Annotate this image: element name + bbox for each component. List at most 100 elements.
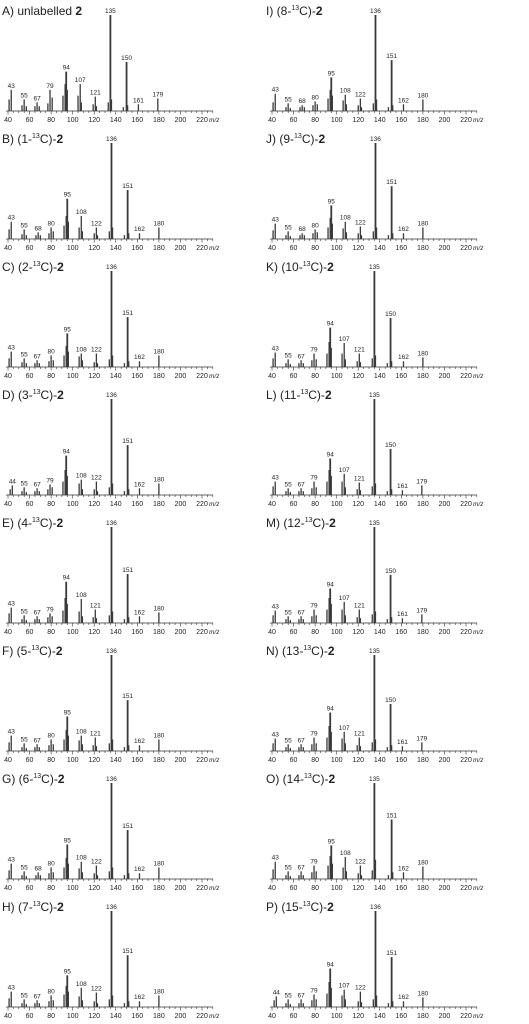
peak: [272, 102, 274, 111]
peak: [302, 1003, 304, 1007]
peak: [49, 613, 51, 623]
peak: [48, 233, 50, 239]
x-tick-label: 40: [4, 501, 12, 508]
peak: [289, 876, 291, 879]
x-tick-label: 220: [460, 501, 472, 508]
peak: [373, 527, 376, 623]
x-tick-label: 80: [47, 245, 55, 252]
peak-label: 43: [8, 215, 16, 222]
peak: [21, 105, 23, 111]
peak-label: 55: [21, 608, 29, 615]
peak-label: 179: [416, 478, 427, 485]
peak: [330, 77, 333, 111]
peak-label: 150: [121, 55, 132, 62]
peak-label: 107: [339, 983, 350, 990]
peak: [328, 342, 330, 367]
x-tick-label: 140: [110, 117, 122, 124]
x-tick-label: 140: [374, 629, 386, 636]
spectrum-panel-m: M) (12-13C)-2 40 60 80 100 120 140 160 180 200 220…: [264, 512, 524, 639]
x-tick-label: 120: [352, 245, 364, 252]
peak: [38, 747, 40, 751]
compound-number: 2: [315, 4, 323, 18]
compound-number: 2: [56, 132, 64, 146]
peak-label: 68: [299, 226, 307, 233]
x-tick-label: 100: [331, 885, 343, 892]
peak: [330, 731, 332, 751]
x-tick-label: 140: [374, 117, 386, 124]
peak: [47, 103, 49, 111]
x-tick-label: 40: [268, 1013, 276, 1020]
peak: [392, 233, 394, 239]
peak: [371, 358, 373, 367]
peak-label: 95: [64, 968, 72, 975]
peak: [343, 601, 345, 623]
peak: [128, 745, 130, 751]
peak-label: 107: [339, 725, 350, 732]
peak: [81, 1000, 84, 1007]
x-tick-label: 40: [268, 501, 276, 508]
peak: [63, 994, 65, 1007]
peak-label: 43: [8, 601, 16, 608]
peak: [313, 481, 315, 495]
x-tick-label: 80: [311, 245, 319, 252]
peak: [360, 1002, 363, 1007]
peak: [344, 359, 346, 367]
x-tick-label: 120: [88, 757, 100, 764]
x-tick-label: 160: [395, 373, 407, 380]
peak: [80, 479, 82, 495]
x-tick-label: 40: [268, 629, 276, 636]
x-tick-label: 180: [417, 629, 429, 636]
peak: [50, 227, 52, 239]
peak: [95, 746, 98, 751]
peak: [92, 104, 94, 111]
x-tick-label: 140: [374, 885, 386, 892]
peak: [275, 996, 277, 1007]
spectrum-panel-p: P) (15-13C)-2 40 60 80 100 120 140 160 180 200 220…: [264, 896, 524, 1023]
panel-title: F) (5-13C)-2: [2, 644, 63, 658]
x-tick-label: 200: [439, 245, 451, 252]
x-tick-label: 100: [331, 117, 343, 124]
x-tick-label: 60: [26, 1013, 34, 1020]
peak: [301, 105, 303, 111]
peak: [52, 231, 54, 239]
peak: [47, 617, 49, 623]
peak-label: 136: [106, 904, 117, 911]
spectrum-plot: 40 60 80 100 120 140 160 180 200 220 m/z 43 55 68 80 95…: [4, 776, 220, 892]
peak-label: 43: [272, 855, 280, 862]
x-tick-label: 200: [175, 373, 187, 380]
x-tick-label: 120: [88, 1013, 100, 1020]
x-unit-label: m/z: [209, 629, 220, 636]
peak-label: 108: [76, 347, 87, 354]
peak: [96, 491, 99, 495]
peak: [387, 235, 390, 239]
peak: [316, 104, 318, 111]
x-tick-label: 60: [290, 373, 298, 380]
peak: [77, 95, 79, 111]
peak: [328, 598, 330, 623]
peak-label: 95: [64, 326, 72, 333]
compound-number: 2: [55, 644, 63, 658]
peak: [360, 875, 363, 879]
peak: [78, 740, 80, 751]
peak: [289, 364, 291, 367]
panel-title: O) (14-13C)-2: [266, 772, 336, 786]
x-tick-label: 220: [196, 757, 208, 764]
peak: [50, 867, 52, 879]
x-tick-label: 60: [290, 245, 298, 252]
peak: [341, 738, 343, 751]
x-tick-label: 160: [131, 1013, 143, 1020]
peak-label: 162: [134, 994, 145, 1001]
x-tick-label: 40: [4, 245, 12, 252]
peak-label: 162: [398, 994, 409, 1001]
peak: [345, 104, 348, 111]
peak: [386, 747, 388, 751]
peak-label: 55: [21, 351, 29, 358]
peak: [34, 747, 36, 751]
peak: [62, 481, 64, 495]
peak: [78, 227, 80, 239]
peak: [314, 101, 316, 111]
peak: [401, 618, 404, 623]
x-tick-label: 180: [153, 1013, 165, 1020]
peak: [25, 876, 27, 879]
peak: [34, 491, 36, 495]
